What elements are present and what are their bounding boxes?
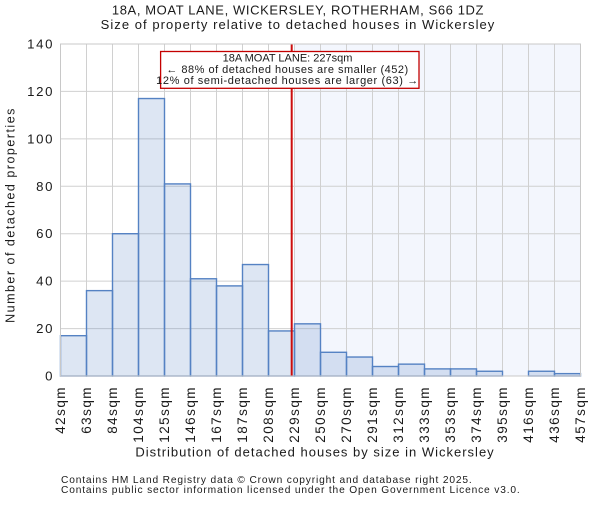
svg-text:Size of property relative to d: Size of property relative to detached ho…: [101, 17, 496, 32]
svg-text:291sqm: 291sqm: [365, 386, 380, 443]
svg-text:80: 80: [36, 179, 54, 194]
svg-text:374sqm: 374sqm: [469, 386, 484, 443]
svg-text:187sqm: 187sqm: [235, 386, 250, 443]
svg-text:416sqm: 416sqm: [521, 386, 536, 443]
svg-text:125sqm: 125sqm: [157, 386, 172, 443]
svg-text:167sqm: 167sqm: [209, 386, 224, 443]
svg-text:12% of semi-detached houses ar: 12% of semi-detached houses are larger (…: [156, 75, 419, 87]
svg-text:0: 0: [45, 369, 54, 384]
svg-text:63sqm: 63sqm: [79, 386, 94, 434]
svg-text:312sqm: 312sqm: [391, 386, 406, 443]
svg-text:270sqm: 270sqm: [339, 386, 354, 443]
svg-text:250sqm: 250sqm: [313, 386, 328, 443]
svg-text:100: 100: [27, 131, 54, 146]
svg-text:Contains public sector informa: Contains public sector information licen…: [61, 485, 521, 496]
svg-text:146sqm: 146sqm: [183, 386, 198, 443]
svg-text:Distribution of detached house: Distribution of detached houses by size …: [135, 445, 494, 460]
svg-text:← 88% of detached houses are s: ← 88% of detached houses are smaller (45…: [166, 64, 408, 76]
svg-text:120: 120: [27, 84, 54, 99]
svg-text:40: 40: [36, 274, 54, 289]
svg-text:Contains HM Land Registry data: Contains HM Land Registry data © Crown c…: [61, 475, 473, 486]
svg-text:457sqm: 457sqm: [573, 386, 588, 443]
svg-text:42sqm: 42sqm: [53, 386, 68, 434]
svg-text:Number of detached properties: Number of detached properties: [4, 107, 18, 323]
svg-text:140: 140: [27, 37, 54, 52]
svg-text:104sqm: 104sqm: [131, 386, 146, 443]
svg-text:395sqm: 395sqm: [495, 386, 510, 443]
svg-text:18A, MOAT LANE, WICKERSLEY, RO: 18A, MOAT LANE, WICKERSLEY, ROTHERHAM, S…: [112, 3, 484, 18]
svg-text:18A MOAT LANE: 227sqm: 18A MOAT LANE: 227sqm: [223, 53, 353, 65]
svg-text:436sqm: 436sqm: [547, 386, 562, 443]
svg-text:20: 20: [36, 321, 54, 336]
svg-text:333sqm: 333sqm: [417, 386, 432, 443]
svg-text:353sqm: 353sqm: [443, 386, 458, 443]
svg-text:229sqm: 229sqm: [287, 386, 302, 443]
svg-text:60: 60: [36, 226, 54, 241]
svg-text:84sqm: 84sqm: [105, 386, 120, 434]
svg-text:208sqm: 208sqm: [261, 386, 276, 443]
